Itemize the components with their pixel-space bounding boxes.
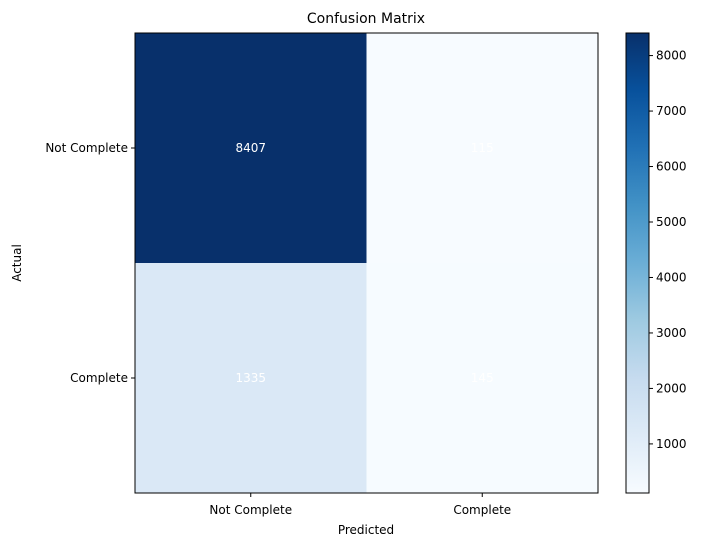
y-tick-label: Not Complete [45, 141, 128, 155]
x-tick-label: Not Complete [209, 503, 292, 517]
x-axis-ticks: Not Complete Complete [209, 493, 511, 517]
colorbar-tick-label: 5000 [656, 215, 687, 229]
matrix-cell [135, 33, 367, 264]
colorbar-ticks: 1000 2000 3000 4000 5000 6000 7000 8000 [649, 49, 687, 451]
colorbar-tick-label: 6000 [656, 160, 687, 174]
matrix-cell [366, 33, 599, 264]
colorbar-tick-label: 2000 [656, 381, 687, 395]
matrix-cell-label: 1335 [235, 371, 266, 385]
matrix-cells [135, 33, 599, 494]
colorbar-tick-label: 4000 [656, 270, 687, 284]
matrix-cell [135, 263, 367, 494]
colorbar-tick-label: 1000 [656, 437, 687, 451]
matrix-cell-label: 115 [471, 141, 494, 155]
y-tick-label: Complete [70, 371, 128, 385]
colorbar-tick-label: 7000 [656, 104, 687, 118]
x-tick-label: Complete [453, 503, 511, 517]
y-axis-label: Actual [10, 244, 24, 282]
x-axis-label: Predicted [338, 523, 394, 537]
plot-frame [134, 32, 599, 494]
y-axis-ticks: Not Complete Complete [45, 141, 135, 385]
matrix-cell [366, 263, 599, 494]
colorbar-tick-label: 3000 [656, 326, 687, 340]
matrix-cell-labels: 8407 115 1335 145 [235, 141, 493, 385]
colorbar-tick-label: 8000 [656, 49, 687, 63]
colorbar [625, 32, 650, 494]
matrix-cell-label: 8407 [235, 141, 266, 155]
chart-title: Confusion Matrix [307, 11, 425, 27]
matrix-cell-label: 145 [471, 371, 494, 385]
